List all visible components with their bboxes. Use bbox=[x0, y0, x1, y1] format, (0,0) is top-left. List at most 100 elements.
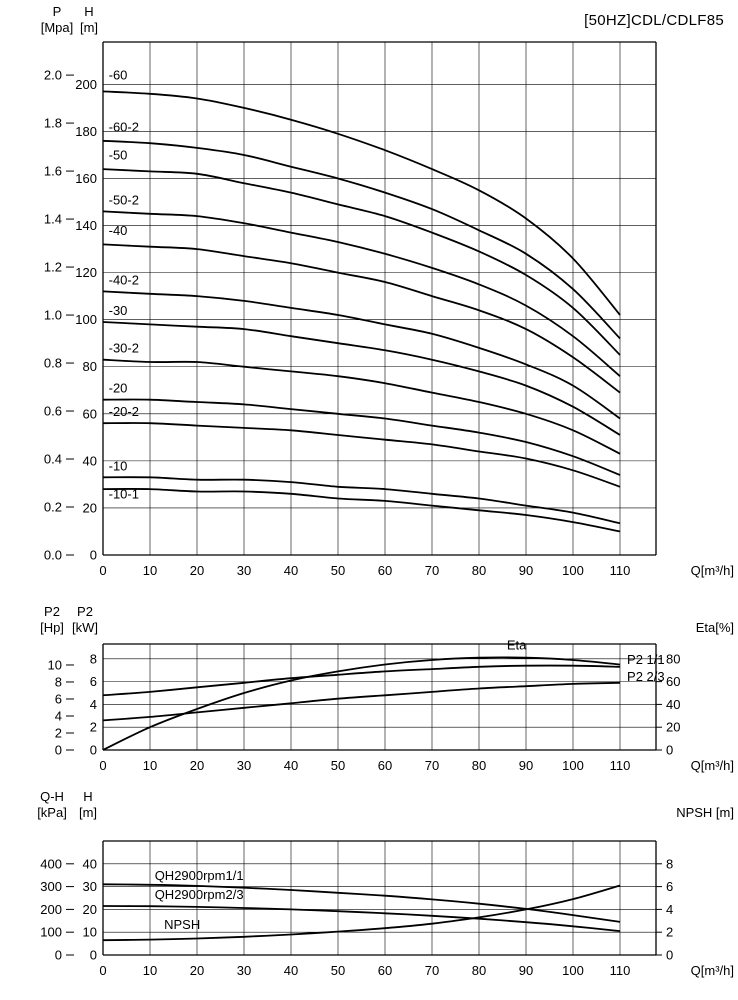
svg-text:6: 6 bbox=[666, 879, 673, 894]
svg-text:-10-1: -10-1 bbox=[109, 487, 139, 502]
svg-text:-30-2: -30-2 bbox=[109, 341, 139, 356]
svg-text:0: 0 bbox=[99, 963, 106, 978]
svg-text:90: 90 bbox=[519, 563, 533, 578]
svg-text:2: 2 bbox=[90, 720, 97, 735]
svg-text:-20: -20 bbox=[109, 381, 128, 396]
svg-text:30: 30 bbox=[237, 758, 251, 773]
svg-text:40: 40 bbox=[83, 453, 97, 468]
svg-text:0: 0 bbox=[55, 948, 62, 963]
svg-text:20: 20 bbox=[190, 563, 204, 578]
svg-text:Eta: Eta bbox=[507, 638, 527, 653]
svg-text:160: 160 bbox=[75, 171, 97, 186]
svg-text:Eta[%]: Eta[%] bbox=[696, 620, 734, 635]
svg-text:40: 40 bbox=[284, 963, 298, 978]
svg-text:20: 20 bbox=[666, 720, 680, 735]
svg-text:0.0: 0.0 bbox=[44, 548, 62, 563]
svg-text:110: 110 bbox=[610, 563, 631, 578]
svg-text:-50-2: -50-2 bbox=[109, 192, 139, 207]
svg-text:Q[m³/h]: Q[m³/h] bbox=[691, 963, 734, 978]
svg-text:0: 0 bbox=[666, 948, 673, 963]
svg-text:Q[m³/h]: Q[m³/h] bbox=[691, 758, 734, 773]
svg-text:8: 8 bbox=[666, 856, 673, 871]
svg-text:120: 120 bbox=[75, 265, 97, 280]
chart-title: [50HZ]CDL/CDLF85 bbox=[584, 12, 724, 29]
svg-text:Q[m³/h]: Q[m³/h] bbox=[691, 563, 734, 578]
svg-text:40: 40 bbox=[284, 563, 298, 578]
svg-text:80: 80 bbox=[472, 563, 486, 578]
svg-text:-50: -50 bbox=[109, 148, 128, 163]
svg-text:6: 6 bbox=[55, 691, 62, 706]
svg-text:30: 30 bbox=[237, 563, 251, 578]
svg-text:Q-H: Q-H bbox=[40, 789, 64, 804]
svg-text:20: 20 bbox=[190, 758, 204, 773]
svg-text:4: 4 bbox=[666, 902, 673, 917]
svg-text:10: 10 bbox=[48, 657, 62, 672]
qh-performance-chart: 0 10 20 30 40 50 60 70 80 90 100 110 Q[m³/h] 0.0 0.2 0.… bbox=[41, 4, 734, 578]
svg-text:2: 2 bbox=[666, 925, 673, 940]
svg-text:6: 6 bbox=[90, 674, 97, 689]
svg-text:P2 2/3: P2 2/3 bbox=[627, 669, 665, 684]
svg-text:90: 90 bbox=[519, 758, 533, 773]
svg-text:0: 0 bbox=[55, 743, 62, 758]
svg-text:-20-2: -20-2 bbox=[109, 404, 139, 419]
svg-text:80: 80 bbox=[472, 963, 486, 978]
svg-text:P: P bbox=[53, 4, 62, 19]
svg-text:0.6: 0.6 bbox=[44, 404, 62, 419]
svg-text:60: 60 bbox=[378, 563, 392, 578]
svg-text:-10: -10 bbox=[109, 458, 128, 473]
svg-text:QH2900rpm2/3: QH2900rpm2/3 bbox=[155, 887, 244, 902]
svg-text:200: 200 bbox=[75, 77, 97, 92]
power-efficiency-chart: 0 10 20 30 40 50 60 70 80 90 100 110 Q[m³/h]02468100… bbox=[40, 604, 734, 773]
svg-text:90: 90 bbox=[519, 963, 533, 978]
svg-text:1.4: 1.4 bbox=[44, 212, 62, 227]
svg-text:0.8: 0.8 bbox=[44, 356, 62, 371]
svg-text:0: 0 bbox=[90, 548, 97, 563]
svg-text:0: 0 bbox=[99, 758, 106, 773]
svg-text:40: 40 bbox=[83, 856, 97, 871]
svg-text:H: H bbox=[84, 4, 93, 19]
svg-text:200: 200 bbox=[40, 902, 62, 917]
svg-text:NPSH [m]: NPSH [m] bbox=[676, 805, 734, 820]
svg-text:2: 2 bbox=[55, 725, 62, 740]
svg-text:H: H bbox=[83, 789, 92, 804]
svg-text:[Mpa]: [Mpa] bbox=[41, 20, 74, 35]
svg-text:[Hp]: [Hp] bbox=[40, 620, 64, 635]
svg-text:1.6: 1.6 bbox=[44, 164, 62, 179]
svg-text:[kW]: [kW] bbox=[72, 620, 98, 635]
svg-text:-60: -60 bbox=[109, 68, 128, 83]
svg-text:8: 8 bbox=[90, 651, 97, 666]
svg-text:80: 80 bbox=[83, 359, 97, 374]
svg-text:0.4: 0.4 bbox=[44, 452, 62, 467]
qh-npsh-chart: 0 10 20 30 40 50 60 70 80 90 100 110 Q[m³/h]01002003… bbox=[37, 789, 734, 978]
svg-text:1.2: 1.2 bbox=[44, 260, 62, 275]
svg-text:40: 40 bbox=[666, 697, 680, 712]
svg-text:20: 20 bbox=[83, 902, 97, 917]
svg-text:[kPa]: [kPa] bbox=[37, 805, 67, 820]
svg-text:20: 20 bbox=[83, 500, 97, 515]
svg-text:[m]: [m] bbox=[80, 20, 98, 35]
svg-text:60: 60 bbox=[378, 963, 392, 978]
svg-text:50: 50 bbox=[331, 758, 345, 773]
svg-text:60: 60 bbox=[83, 406, 97, 421]
svg-text:140: 140 bbox=[75, 218, 97, 233]
svg-text:0: 0 bbox=[666, 743, 673, 758]
svg-text:1.0: 1.0 bbox=[44, 308, 62, 323]
svg-text:110: 110 bbox=[610, 758, 631, 773]
svg-text:QH2900rpm1/1: QH2900rpm1/1 bbox=[155, 868, 244, 883]
svg-text:P2: P2 bbox=[44, 604, 60, 619]
svg-text:70: 70 bbox=[425, 758, 439, 773]
svg-text:60: 60 bbox=[378, 758, 392, 773]
svg-text:100: 100 bbox=[562, 758, 584, 773]
svg-text:30: 30 bbox=[83, 879, 97, 894]
svg-text:4: 4 bbox=[55, 708, 62, 723]
svg-text:100: 100 bbox=[562, 963, 584, 978]
svg-text:P2: P2 bbox=[77, 604, 93, 619]
svg-text:10: 10 bbox=[143, 563, 157, 578]
svg-text:10: 10 bbox=[143, 963, 157, 978]
svg-text:50: 50 bbox=[331, 563, 345, 578]
svg-text:-60-2: -60-2 bbox=[109, 119, 139, 134]
svg-text:20: 20 bbox=[190, 963, 204, 978]
svg-text:-30: -30 bbox=[109, 303, 128, 318]
svg-text:400: 400 bbox=[40, 856, 62, 871]
svg-text:1.8: 1.8 bbox=[44, 116, 62, 131]
